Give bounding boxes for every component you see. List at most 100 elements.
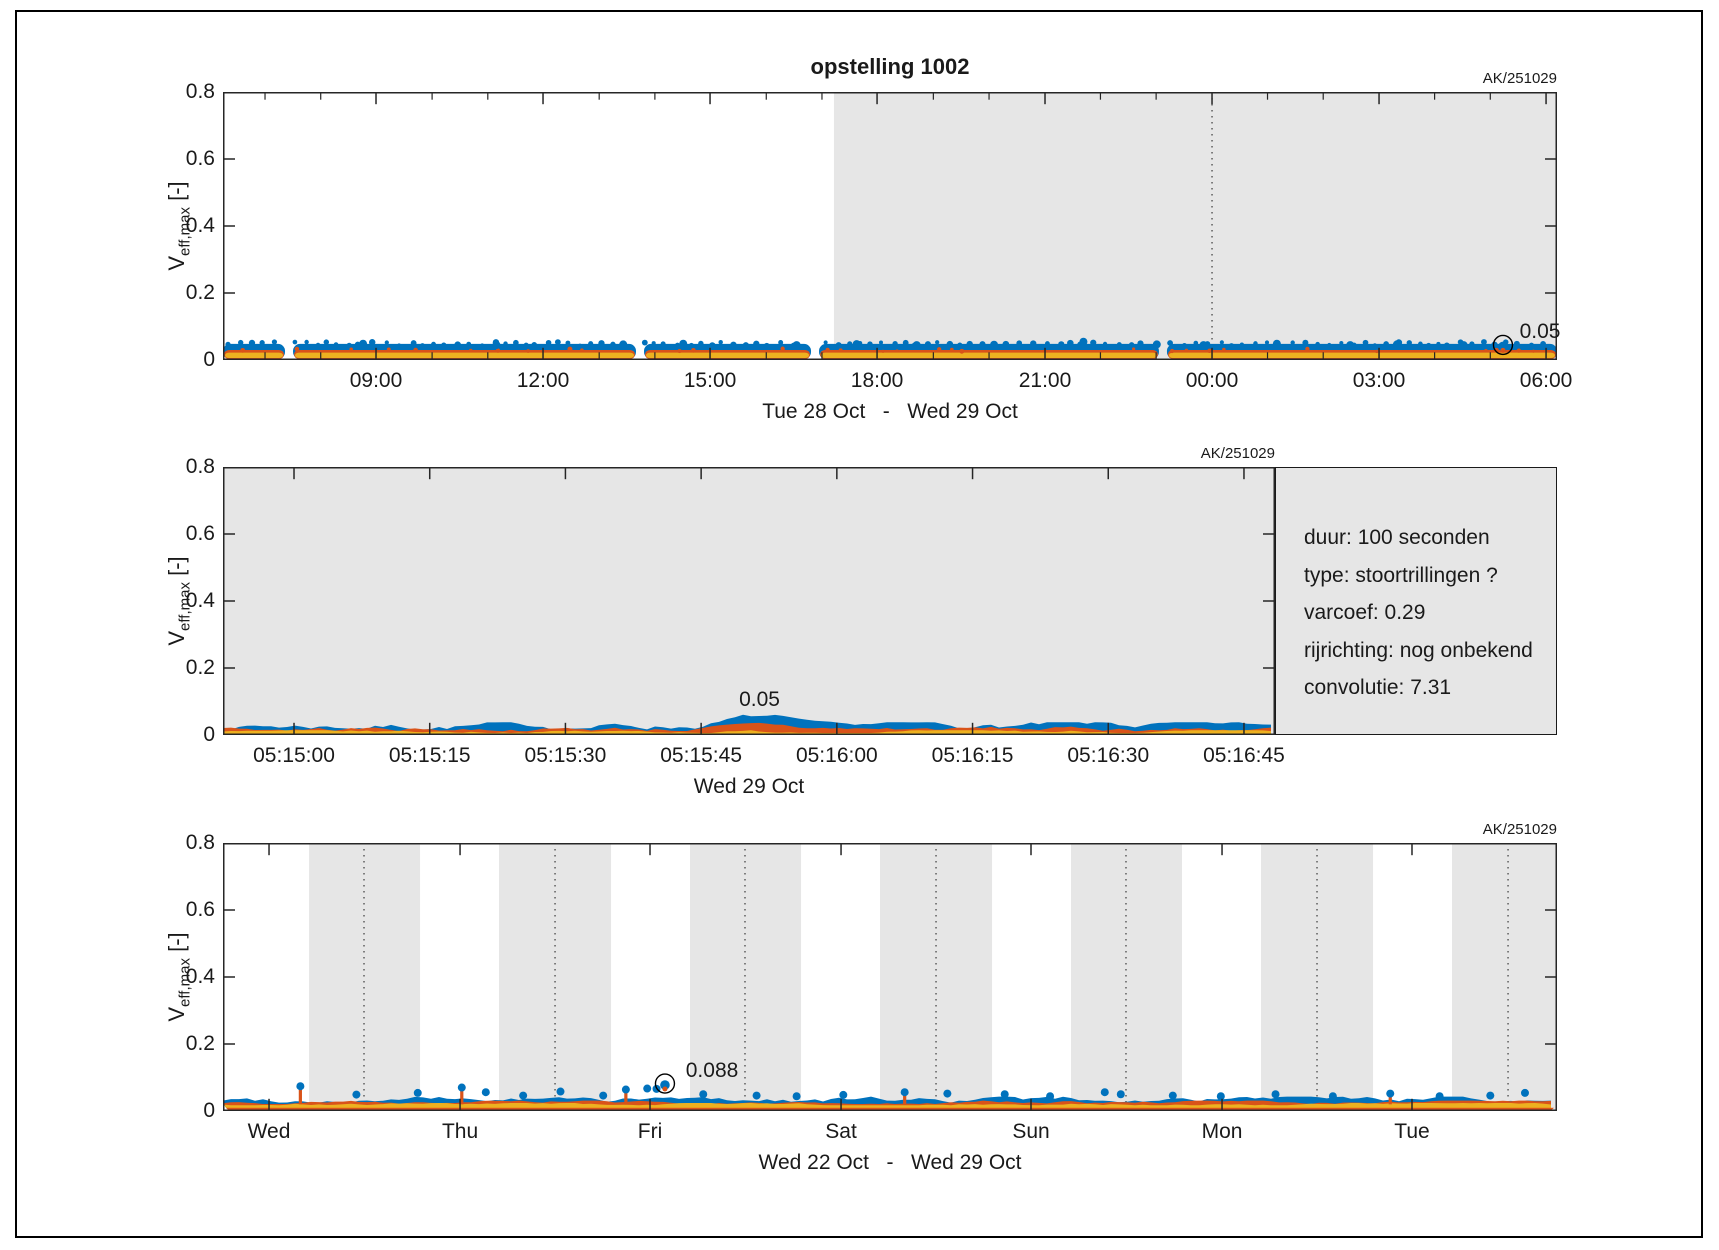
data-point xyxy=(1137,340,1144,347)
data-point xyxy=(1486,1091,1495,1100)
figure-title: opstelling 1002 xyxy=(810,54,970,79)
plot-svg-day-detail xyxy=(223,92,1557,360)
data-point xyxy=(1302,339,1309,346)
data-point xyxy=(1228,343,1235,349)
data-point xyxy=(523,342,529,348)
data-point xyxy=(480,343,485,348)
data-point xyxy=(1443,342,1450,349)
x-tick-label: 12:00 xyxy=(516,369,570,392)
data-point xyxy=(238,339,244,346)
data-point xyxy=(492,341,501,350)
data-band-orange xyxy=(223,722,1271,734)
info-line-varcoef: varcoef: 0.29 xyxy=(1304,601,1426,624)
data-point xyxy=(641,339,648,346)
data-point xyxy=(1305,346,1310,352)
y-tick-label: 0 xyxy=(203,1099,215,1122)
data-point xyxy=(752,1091,761,1100)
data-point xyxy=(718,339,723,345)
y-tick-label: 0.8 xyxy=(185,455,215,478)
data-point xyxy=(526,349,531,353)
data-point xyxy=(1264,340,1270,345)
data-point xyxy=(1271,1090,1280,1099)
data-point xyxy=(495,348,501,353)
y-tick-label: 0.2 xyxy=(185,281,215,304)
data-point xyxy=(621,1085,630,1094)
data-point xyxy=(900,1088,909,1097)
x-tick-label: 21:00 xyxy=(1018,369,1072,392)
data-point xyxy=(674,342,681,348)
x-tick-label: 05:16:00 xyxy=(795,744,878,767)
y-tick-label: 0.6 xyxy=(185,898,215,921)
data-point xyxy=(1000,1090,1009,1099)
data-point xyxy=(867,341,873,347)
data-point xyxy=(1513,340,1520,347)
data-point xyxy=(1346,341,1355,350)
night-shade xyxy=(1071,843,1183,1111)
data-point xyxy=(1520,1088,1529,1097)
data-point xyxy=(1272,339,1281,348)
data-point xyxy=(240,347,246,353)
night-shade xyxy=(833,92,1557,360)
night-shade xyxy=(309,843,421,1111)
data-spike-orange xyxy=(460,1087,464,1105)
x-tick-label: Tue xyxy=(1394,1120,1430,1143)
data-point xyxy=(990,340,999,349)
x-tick-label: 15:00 xyxy=(683,369,737,392)
event-info-box: duur: 100 seconden type: stoortrillingen… xyxy=(1275,467,1557,735)
data-point xyxy=(679,339,688,348)
y-tick-label: 0.4 xyxy=(185,589,215,612)
data-point xyxy=(1315,341,1320,347)
data-point xyxy=(1168,1091,1177,1100)
data-point xyxy=(892,340,898,347)
plot-code: AK/251029 xyxy=(1482,821,1557,838)
data-point xyxy=(359,339,368,348)
data-point xyxy=(271,339,278,345)
data-point xyxy=(1327,342,1332,347)
y-axis-label-unit: [-] xyxy=(164,932,189,959)
x-axis-label: Tue 28 Oct - Wed 29 Oct xyxy=(762,400,1018,423)
data-point xyxy=(838,348,843,353)
max-data-point-orange xyxy=(1500,347,1506,353)
data-point xyxy=(792,1092,801,1101)
data-point xyxy=(660,341,666,347)
data-point xyxy=(565,340,571,346)
data-point xyxy=(419,343,426,349)
data-point xyxy=(323,339,330,345)
data-point xyxy=(466,341,472,347)
data-point xyxy=(1406,340,1412,346)
data-point xyxy=(1116,342,1122,348)
plot-box xyxy=(223,843,1557,1111)
data-point xyxy=(1181,343,1187,348)
max-data-point xyxy=(660,1080,670,1090)
data-point xyxy=(1100,1088,1109,1097)
data-point xyxy=(1531,349,1536,353)
data-band-group xyxy=(224,1096,1556,1110)
data-point xyxy=(688,342,695,349)
data-point xyxy=(935,340,940,345)
max-annotation: 0.05 xyxy=(1519,319,1561,343)
data-point xyxy=(556,1087,565,1096)
x-tick-label: 05:15:15 xyxy=(388,744,471,767)
data-band-yellow xyxy=(223,730,1271,735)
data-band-yellow xyxy=(225,352,284,358)
data-point xyxy=(780,346,785,351)
plot-code: AK/251029 xyxy=(1482,70,1557,87)
data-point xyxy=(1016,340,1023,346)
data-point xyxy=(1290,340,1295,345)
data-point xyxy=(545,339,552,346)
data-point xyxy=(384,340,389,345)
y-tick-label: 0.2 xyxy=(185,1032,215,1055)
data-point xyxy=(1516,348,1521,353)
data-spike-orange xyxy=(903,1092,907,1105)
data-point xyxy=(1339,340,1344,346)
data-point xyxy=(1128,342,1135,348)
plot-code: AK/251029 xyxy=(1200,445,1275,462)
data-point xyxy=(1044,341,1050,347)
data-point xyxy=(481,1088,490,1097)
peak-annotation: 0.05 xyxy=(739,687,780,711)
y-tick-label: 0 xyxy=(203,723,215,746)
data-point xyxy=(1372,343,1377,348)
data-point xyxy=(1002,340,1010,348)
y-axis-label-unit: [-] xyxy=(164,181,189,208)
data-point xyxy=(304,339,309,345)
